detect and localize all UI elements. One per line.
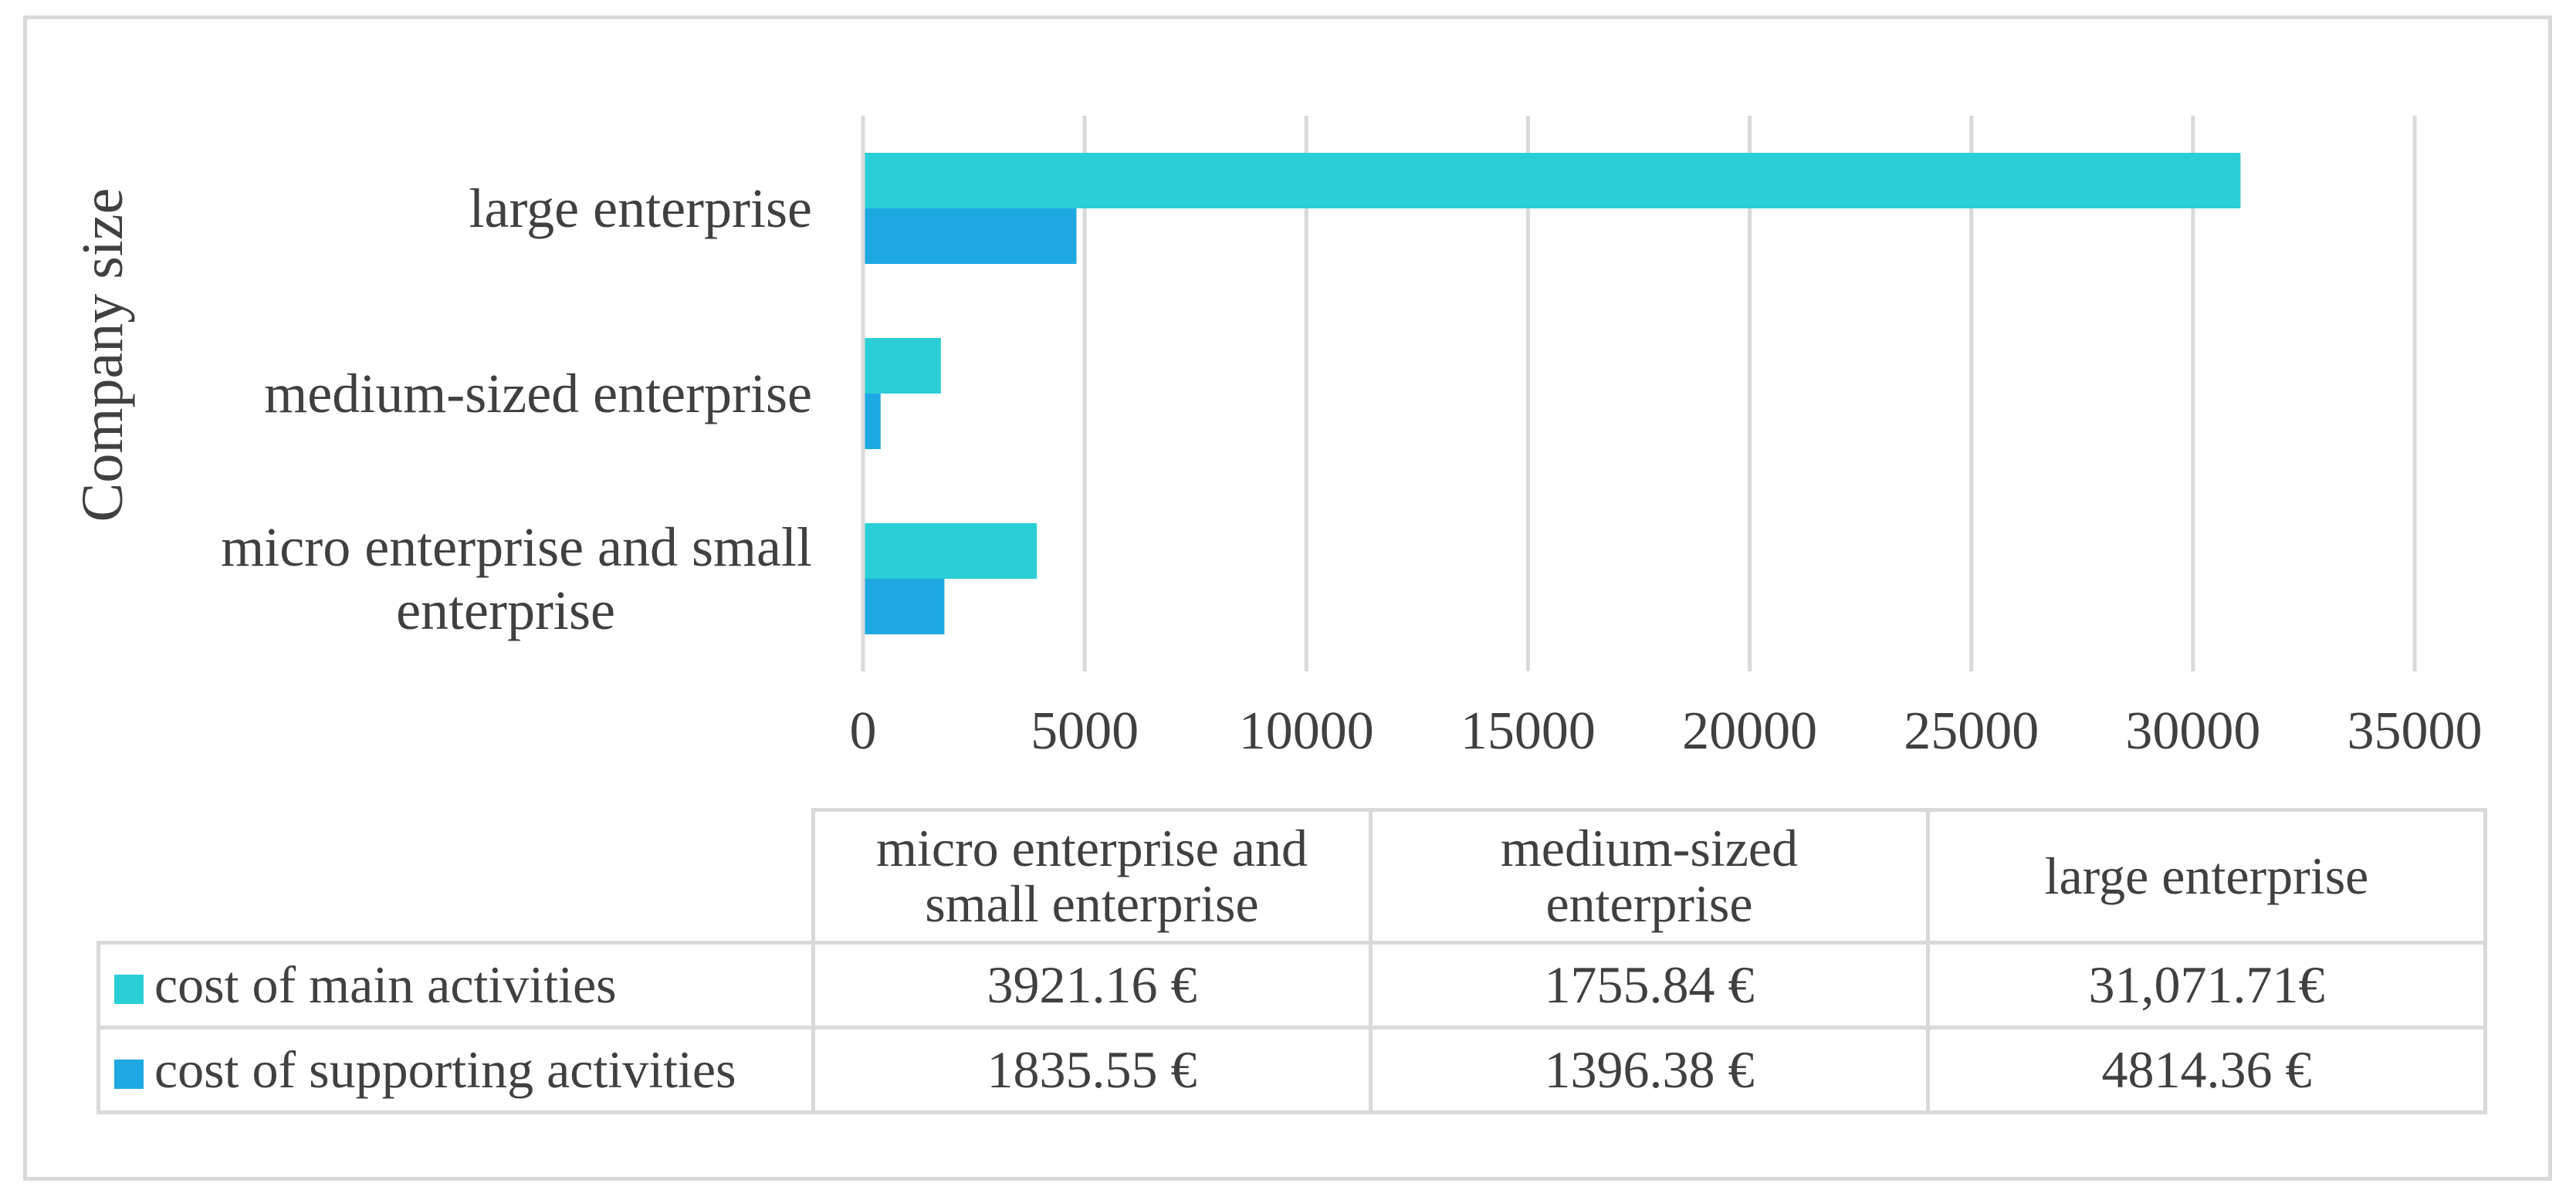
category-label-line: medium-sized enterprise (264, 363, 812, 424)
table-cell: 3921.16 € (811, 941, 1373, 1029)
table-header-medium: medium-sized enterprise (1369, 808, 1930, 945)
category-label-line: large enterprise (469, 177, 812, 239)
table-cell: 1835.55 € (811, 1026, 1373, 1114)
x-tick-label: 25000 (1904, 701, 2039, 761)
category-label: micro enterprise and small enterprise (221, 516, 812, 641)
legend-entry-main: cost of main activities (96, 941, 815, 1029)
x-tick-label: 15000 (1461, 701, 1596, 761)
table-header-line: micro enterprise and (876, 819, 1308, 878)
table-header-large: large enterprise (1926, 808, 2487, 945)
x-tick-label: 35000 (2348, 701, 2483, 761)
y-axis-title: Company size (70, 188, 135, 522)
table-row-supporting: cost of supporting activities 1835.55 € … (96, 1026, 2487, 1114)
legend-label-main: cost of main activities (154, 955, 617, 1014)
bar-supporting-activities (863, 579, 945, 634)
bar-main-activities (863, 153, 2241, 208)
table-cell: 1396.38 € (1369, 1026, 1930, 1114)
bar-supporting-activities (863, 394, 881, 449)
table-header-micro-small: micro enterprise and small enterprise (811, 808, 1373, 945)
category-label-line: enterprise (396, 580, 615, 641)
bar-main-activities (863, 338, 941, 394)
table-cell: 4814.36 € (1926, 1026, 2487, 1114)
category-label: medium-sized enterprise (264, 363, 812, 424)
legend-entry-supporting: cost of supporting activities (96, 1026, 815, 1114)
table-header-row: micro enterprise and small enterprise med… (98, 808, 2487, 945)
bar-supporting-activities (863, 208, 1077, 264)
x-tick-label: 20000 (1682, 701, 1817, 761)
legend-swatch-main (114, 974, 144, 1004)
bar-main-activities (863, 523, 1038, 579)
category-label: large enterprise (469, 177, 812, 239)
legend-label-supporting: cost of supporting activities (154, 1039, 736, 1099)
x-tick-label: 10000 (1239, 701, 1374, 761)
x-tick-label: 5000 (1031, 701, 1139, 761)
table-header-line: large enterprise (2044, 846, 2369, 905)
table-header-line: enterprise (1545, 874, 1753, 933)
legend-swatch-supporting (114, 1059, 144, 1089)
x-tick-label: 30000 (2125, 701, 2260, 761)
table-cell: 1755.84 € (1369, 941, 1930, 1029)
x-tick-label: 0 (850, 701, 877, 761)
table-corner-cell (98, 810, 815, 945)
table-cell: 31,071.71€ (1926, 941, 2487, 1029)
table-header-line: small enterprise (925, 874, 1259, 933)
table-row-main: cost of main activities 3921.16 € 1755.8… (96, 941, 2487, 1029)
category-label-line: micro enterprise and small (221, 516, 812, 578)
table-header-line: medium-sized (1500, 819, 1799, 878)
data-table: micro enterprise and small enterprise med… (96, 808, 2487, 1114)
